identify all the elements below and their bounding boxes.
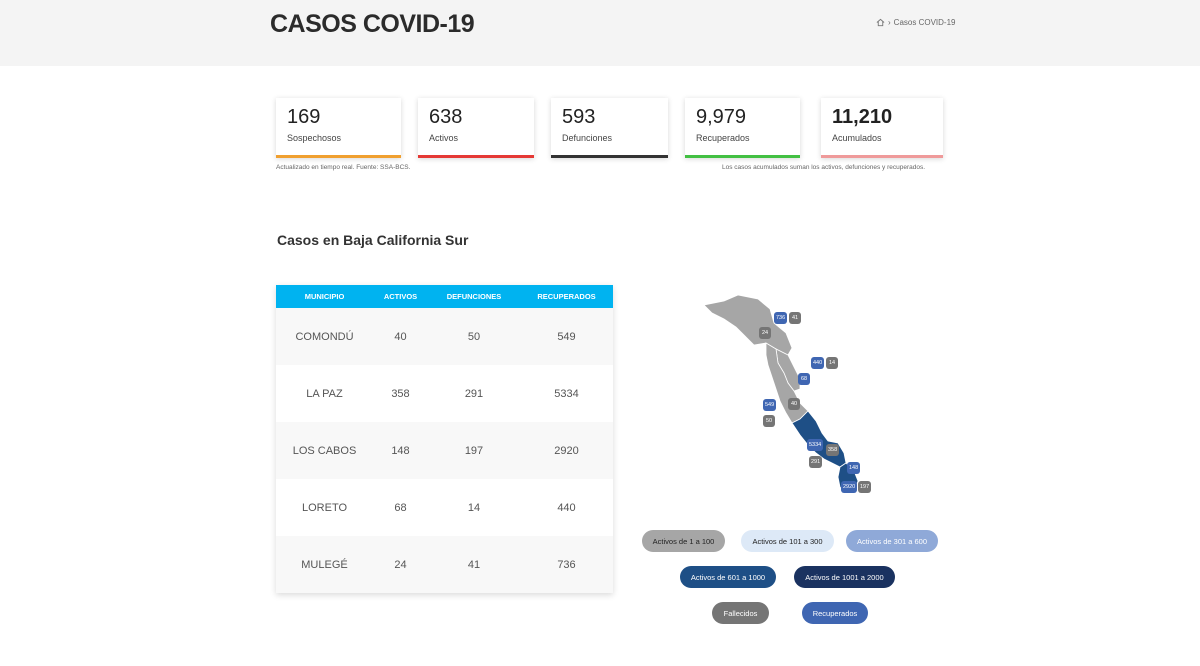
section-title: Casos en Baja California Sur xyxy=(277,232,469,248)
legend-activos-1001-2000: Activos de 1001 a 2000 xyxy=(794,566,895,588)
legend-recuperados: Recuperados xyxy=(802,602,868,624)
stat-value: 11,210 xyxy=(832,106,893,128)
marker-activos-mulege[interactable]: 24 xyxy=(759,327,771,339)
column-header-recuperados: RECUPERADOS xyxy=(537,292,596,301)
cell-recuperados: 549 xyxy=(557,330,576,343)
cell-recuperados: 736 xyxy=(557,558,576,571)
page-header: CASOS COVID-19 › Casos COVID-19 xyxy=(0,0,1200,66)
cell-defunciones: 41 xyxy=(467,558,481,571)
table-body: COMONDÚ 40 50 549 LA PAZ 358 291 5334 LO… xyxy=(276,308,613,593)
cell-municipio: COMONDÚ xyxy=(295,330,354,343)
stat-card-activos: 638 Activos xyxy=(418,98,534,158)
cell-recuperados: 5334 xyxy=(554,387,579,400)
stat-label: Recuperados xyxy=(696,133,750,143)
cell-recuperados: 440 xyxy=(557,501,576,514)
marker-activos-la-paz[interactable]: 358 xyxy=(826,444,840,456)
stat-color-bar xyxy=(551,155,668,158)
legend-activos-101-300: Activos de 101 a 300 xyxy=(741,530,834,552)
table-row: LA PAZ 358 291 5334 xyxy=(276,365,613,422)
marker-fallecidos-los-cabos[interactable]: 197 xyxy=(858,481,872,493)
marker-fallecidos-la-paz[interactable]: 291 xyxy=(809,456,823,468)
stat-value: 593 xyxy=(562,106,596,128)
marker-activos-loreto[interactable]: 68 xyxy=(798,373,810,385)
stat-label: Acumulados xyxy=(832,133,882,143)
stat-color-bar xyxy=(418,155,534,158)
marker-recuperados-la-paz[interactable]: 5334 xyxy=(807,439,824,451)
legend-fallecidos: Fallecidos xyxy=(712,602,769,624)
table-header: MUNICIPIO ACTIVOS DEFUNCIONES RECUPERADO… xyxy=(276,285,613,308)
table-row: MULEGÉ 24 41 736 xyxy=(276,536,613,593)
cell-municipio: LOS CABOS xyxy=(292,444,357,457)
stat-color-bar xyxy=(276,155,401,158)
marker-activos-comondu[interactable]: 40 xyxy=(788,398,800,410)
legend-activos-601-1000: Activos de 601 a 1000 xyxy=(680,566,776,588)
legend-activos-1-100: Activos de 1 a 100 xyxy=(642,530,725,552)
legend-activos-301-600: Activos de 301 a 600 xyxy=(846,530,938,552)
cell-activos: 358 xyxy=(391,387,410,400)
breadcrumb: › Casos COVID-19 xyxy=(876,18,955,27)
cases-table: MUNICIPIO ACTIVOS DEFUNCIONES RECUPERADO… xyxy=(276,285,613,593)
region-mulege[interactable] xyxy=(703,294,793,356)
cell-activos: 24 xyxy=(394,558,407,571)
stat-card-recuperados: 9,979 Recuperados xyxy=(685,98,800,158)
stat-value: 169 xyxy=(287,106,321,128)
stat-card-acumulados: 11,210 Acumulados xyxy=(821,98,943,158)
column-header-activos: ACTIVOS xyxy=(383,292,418,301)
stat-color-bar xyxy=(821,155,943,158)
cell-defunciones: 291 xyxy=(464,387,484,400)
cell-recuperados: 2920 xyxy=(554,444,579,457)
home-icon[interactable] xyxy=(876,18,885,27)
accumulated-note: Los casos acumulados suman los activos, … xyxy=(722,164,926,171)
marker-recuperados-loreto[interactable]: 440 xyxy=(811,357,825,369)
stat-color-bar xyxy=(685,155,800,158)
column-header-municipio: MUNICIPIO xyxy=(304,292,345,301)
marker-recuperados-mulege[interactable]: 736 xyxy=(774,312,788,324)
cell-defunciones: 50 xyxy=(467,330,481,343)
cell-defunciones: 197 xyxy=(464,444,484,457)
table-row: COMONDÚ 40 50 549 xyxy=(276,308,613,365)
stat-value: 638 xyxy=(429,106,463,128)
cell-defunciones: 14 xyxy=(467,501,481,514)
column-header-defunciones: DEFUNCIONES xyxy=(446,292,502,301)
cell-activos: 40 xyxy=(394,330,407,343)
breadcrumb-current: Casos COVID-19 xyxy=(893,18,956,27)
cell-municipio: LORETO xyxy=(301,501,348,514)
stat-value: 9,979 xyxy=(696,106,747,128)
cell-municipio: LA PAZ xyxy=(306,387,343,400)
table-row: LOS CABOS 148 197 2920 xyxy=(276,422,613,479)
marker-recuperados-los-cabos[interactable]: 2920 xyxy=(841,481,858,493)
marker-activos-los-cabos[interactable]: 148 xyxy=(847,462,861,474)
stat-card-sospechosos: 169 Sospechosos xyxy=(276,98,401,158)
table-row: LORETO 68 14 440 xyxy=(276,479,613,536)
cell-activos: 68 xyxy=(394,501,407,514)
cell-activos: 148 xyxy=(391,444,410,457)
stat-label: Activos xyxy=(429,133,459,143)
breadcrumb-separator: › xyxy=(888,18,891,27)
marker-recuperados-comondu[interactable]: 549 xyxy=(763,399,777,411)
marker-fallecidos-mulege[interactable]: 41 xyxy=(789,312,801,324)
bcs-map: 736 41 24 440 14 68 549 50 40 5334 291 3… xyxy=(696,293,896,503)
stat-card-defunciones: 593 Defunciones xyxy=(551,98,668,158)
stat-label: Defunciones xyxy=(562,133,613,143)
cell-municipio: MULEGÉ xyxy=(301,558,348,571)
stat-label: Sospechosos xyxy=(287,133,342,143)
source-note: Actualizado en tiempo real. Fuente: SSA-… xyxy=(276,164,411,171)
marker-fallecidos-loreto[interactable]: 14 xyxy=(826,357,838,369)
marker-fallecidos-comondu[interactable]: 50 xyxy=(763,415,775,427)
page-title: CASOS COVID-19 xyxy=(270,10,475,38)
